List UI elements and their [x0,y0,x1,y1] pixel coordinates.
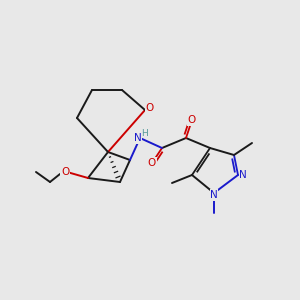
Text: N: N [210,190,218,200]
Text: N: N [134,133,142,143]
Text: N: N [239,170,247,180]
Text: O: O [188,115,196,125]
Text: O: O [146,103,154,113]
Text: O: O [148,158,156,168]
Text: H: H [142,128,148,137]
Text: O: O [61,167,69,177]
